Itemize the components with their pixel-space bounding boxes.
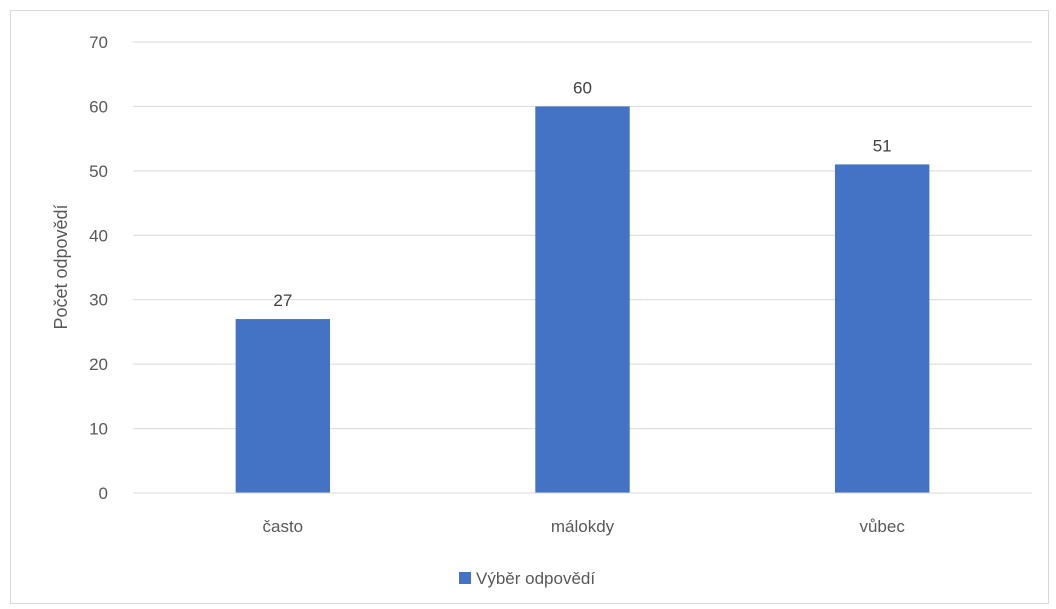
y-tick-label: 0 bbox=[99, 484, 108, 503]
data-label: 51 bbox=[873, 136, 892, 155]
y-tick-label: 50 bbox=[89, 162, 108, 181]
x-tick-label: často bbox=[263, 517, 304, 536]
bars bbox=[235, 106, 930, 493]
data-label: 27 bbox=[273, 291, 292, 310]
x-tick-label: málokdy bbox=[551, 517, 615, 536]
y-tick-label: 40 bbox=[89, 226, 108, 245]
y-tick-label: 30 bbox=[89, 291, 108, 310]
bar bbox=[535, 106, 630, 493]
bar bbox=[834, 164, 930, 493]
y-tick-label: 10 bbox=[89, 420, 108, 439]
y-tick-label: 20 bbox=[89, 355, 108, 374]
y-tick-label: 70 bbox=[89, 33, 108, 52]
y-tick-label: 60 bbox=[89, 97, 108, 116]
data-label: 60 bbox=[573, 78, 592, 97]
x-tick-label: vůbec bbox=[859, 517, 905, 536]
y-axis-title: Počet odpovědí bbox=[51, 204, 71, 329]
legend-swatch bbox=[459, 572, 471, 584]
data-labels: 27 60 51 bbox=[273, 78, 891, 310]
legend-label: Výběr odpovědí bbox=[476, 569, 595, 588]
y-axis-ticks: 0 10 20 30 40 50 60 70 bbox=[89, 33, 108, 503]
bar bbox=[235, 319, 331, 493]
legend: Výběr odpovědí bbox=[459, 569, 595, 588]
x-axis-ticks: často málokdy vůbec bbox=[263, 517, 906, 536]
